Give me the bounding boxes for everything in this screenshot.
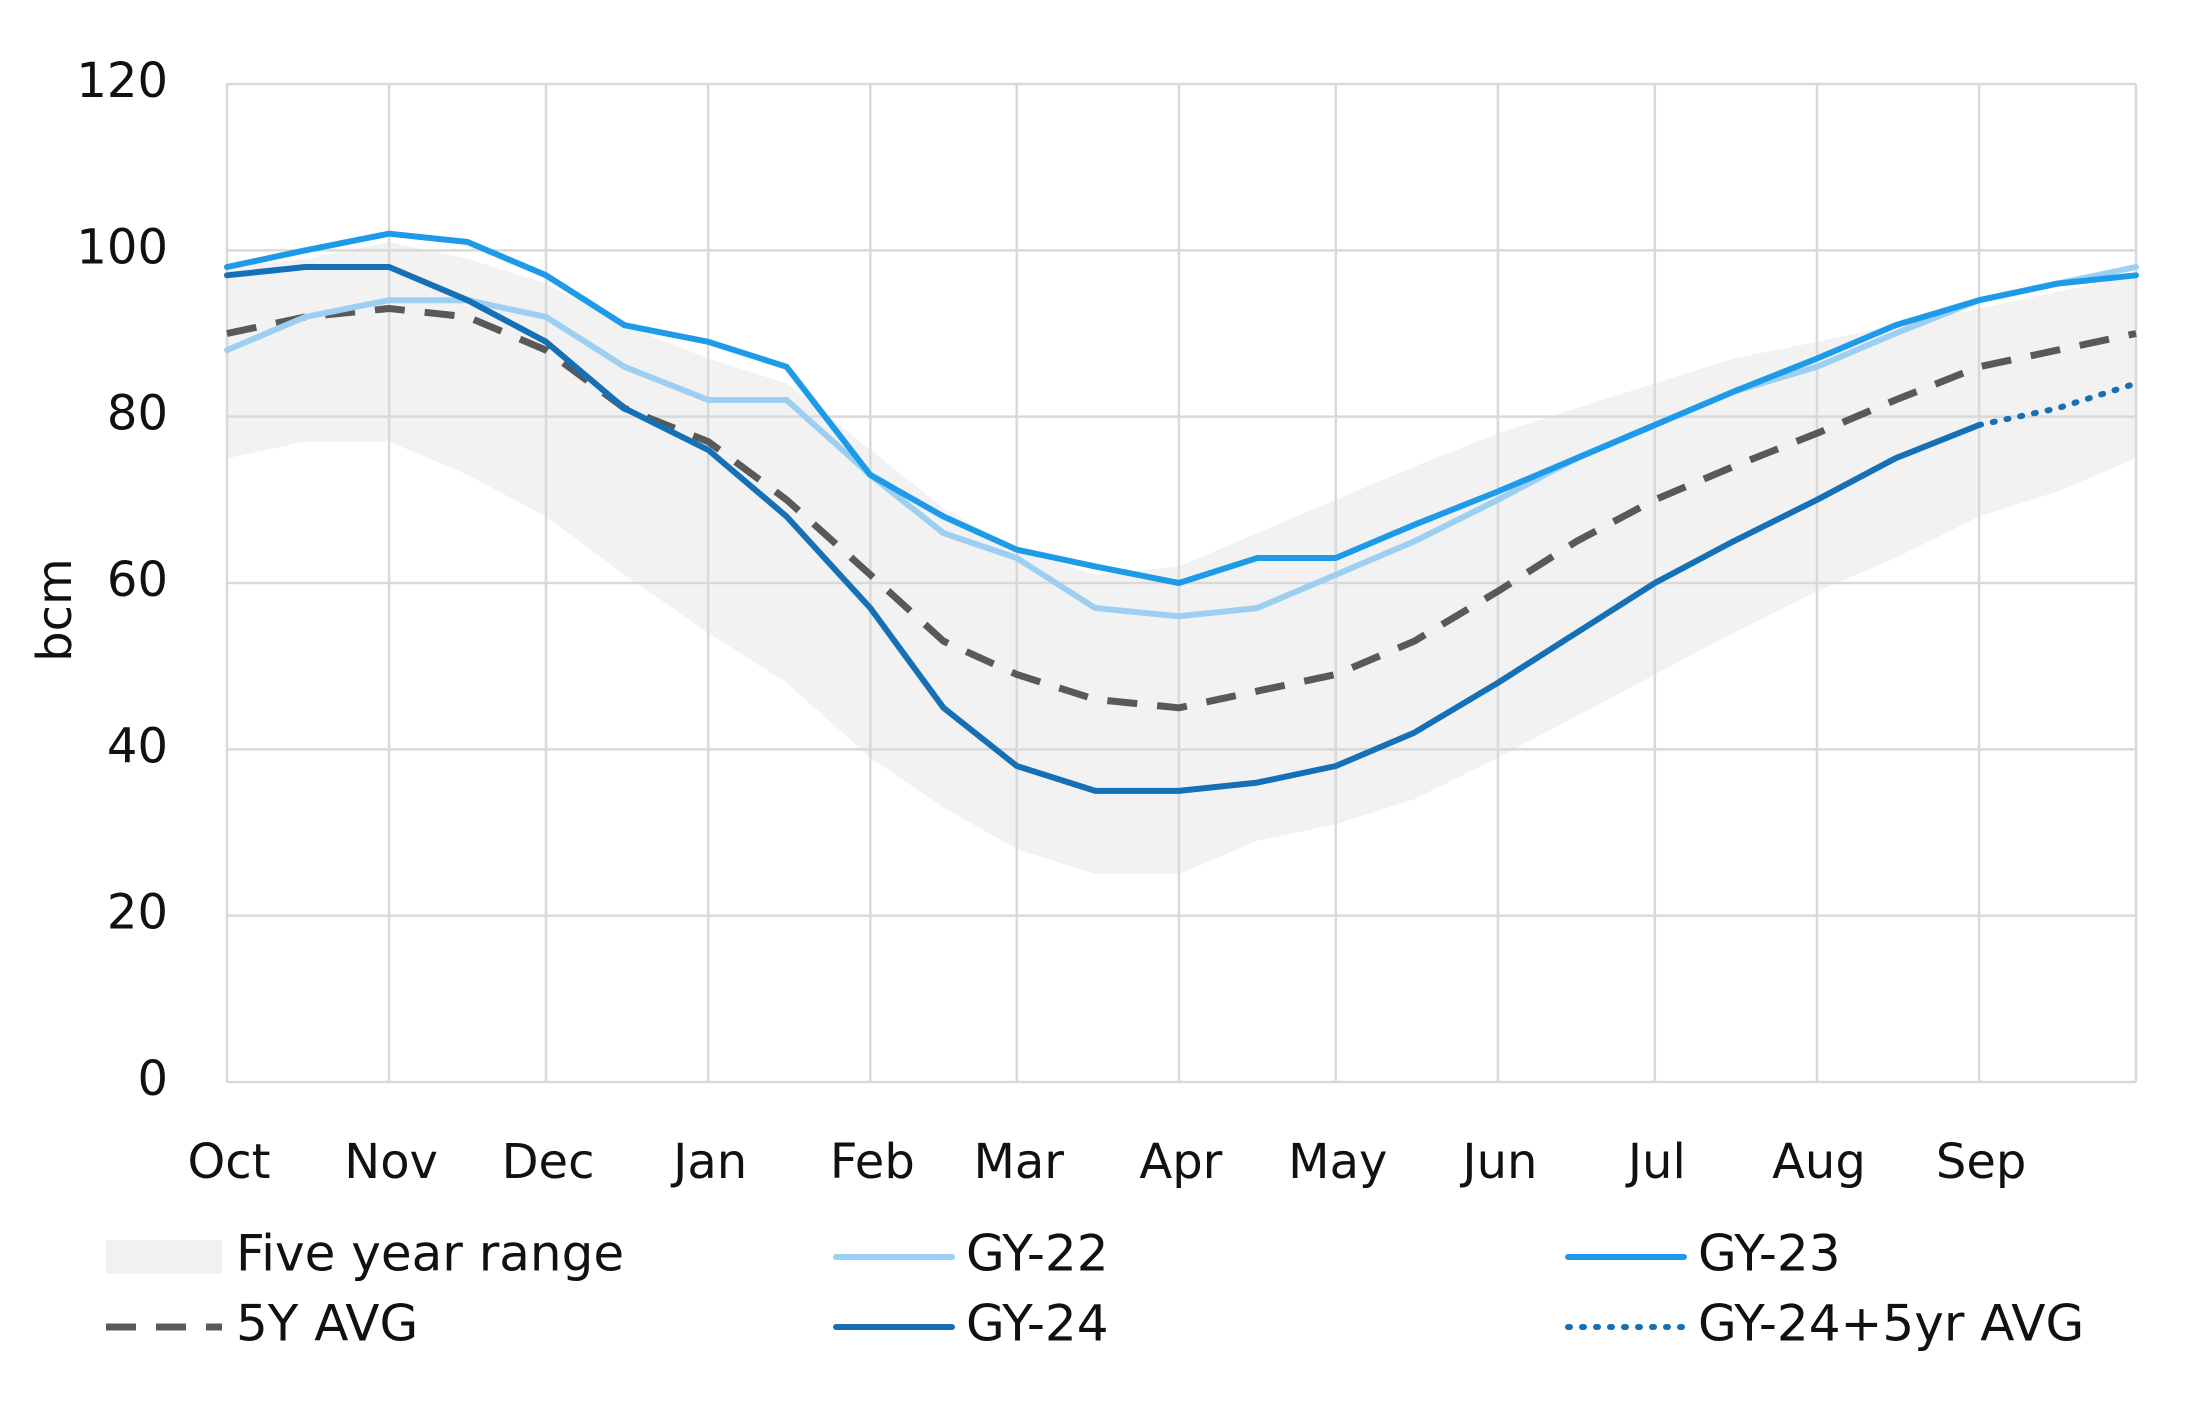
- x-axis-ticks: Oct Nov Dec Jan Feb Mar Apr May Jun Jul Aug Sep: [188, 1134, 2027, 1190]
- x-tick-label: Jun: [1459, 1134, 1537, 1190]
- legend-swatch-five-year-range: [106, 1240, 222, 1274]
- series-lines: [224, 230, 2139, 794]
- y-tick-label: 20: [107, 885, 168, 941]
- x-tick-label: Jul: [1625, 1134, 1686, 1190]
- x-tick-label: May: [1288, 1134, 1387, 1190]
- x-tick-label: Feb: [830, 1134, 915, 1190]
- x-tick-label: Dec: [502, 1134, 595, 1190]
- series-line-gy-22: [224, 264, 2139, 620]
- legend-label-gy-24: GY-24: [966, 1295, 1109, 1353]
- legend-label-gy-24-plus-5yr-avg: GY-24+5yr AVG: [1698, 1295, 2084, 1353]
- legend-label-gy-23: GY-23: [1698, 1225, 1841, 1283]
- series-line-gy-24-5yr-avg: [1976, 380, 2139, 428]
- y-axis-ticks: 0 20 40 60 80 100 120: [76, 53, 168, 1107]
- y-tick-label: 60: [107, 552, 168, 608]
- y-tick-label: 120: [76, 53, 168, 109]
- legend-label-5y-avg: 5Y AVG: [236, 1295, 418, 1353]
- legend: Five year range 5Y AVG GY-22 GY-23 GY-24…: [106, 1225, 2084, 1353]
- series-line-gy-23: [224, 230, 2139, 586]
- five-year-range-band: [227, 242, 2136, 875]
- five-year-range-band-layer: [227, 242, 2136, 875]
- x-tick-label: Oct: [188, 1134, 271, 1190]
- x-tick-label: Sep: [1936, 1134, 2026, 1190]
- x-tick-label: Mar: [973, 1134, 1064, 1190]
- series-line-5y-avg: [226, 305, 2137, 712]
- y-axis-label: bcm: [27, 558, 83, 662]
- x-tick-label: Aug: [1772, 1134, 1866, 1190]
- x-tick-label: Nov: [344, 1134, 438, 1190]
- y-tick-label: 100: [76, 219, 168, 275]
- x-tick-label: Apr: [1139, 1134, 1222, 1190]
- x-tick-label: Jan: [670, 1134, 747, 1190]
- y-tick-label: 40: [107, 718, 168, 774]
- legend-label-gy-22: GY-22: [966, 1225, 1109, 1283]
- y-tick-label: 0: [137, 1051, 168, 1107]
- y-tick-label: 80: [107, 386, 168, 442]
- series-line-gy-24: [224, 264, 1983, 794]
- legend-label-five-year-range: Five year range: [236, 1225, 624, 1283]
